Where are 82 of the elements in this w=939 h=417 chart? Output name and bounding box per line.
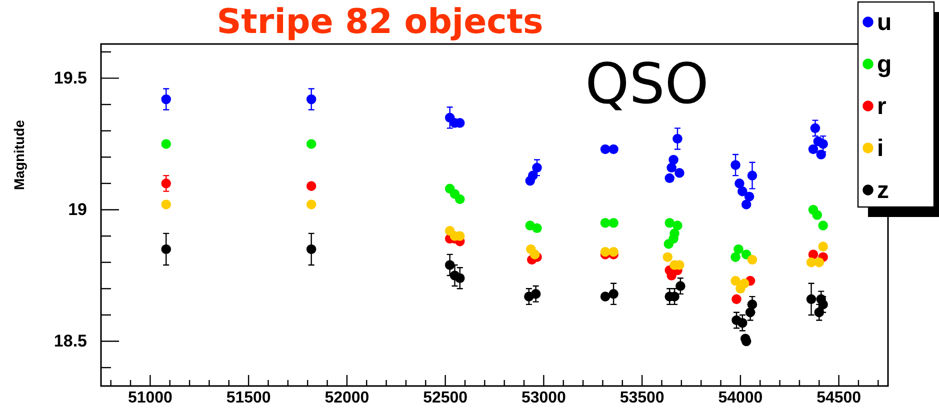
point [674, 168, 684, 178]
x-tick-label: 54000 [718, 389, 763, 406]
point [306, 94, 316, 104]
point [808, 144, 818, 154]
x-tick-label: 51000 [128, 389, 173, 406]
point [306, 200, 316, 210]
point [747, 170, 758, 180]
x-tick-label: 54500 [816, 389, 862, 406]
point [532, 223, 542, 234]
point [666, 162, 676, 173]
point [161, 139, 172, 149]
x-tick-label: 53500 [620, 389, 664, 406]
point [161, 200, 172, 210]
point [810, 123, 820, 134]
point [454, 194, 465, 204]
point [161, 178, 172, 188]
legend-label: z [877, 177, 889, 204]
point [306, 244, 316, 254]
point [532, 162, 542, 173]
point [306, 181, 316, 191]
point [672, 220, 682, 230]
x-tick-label: 52500 [423, 389, 468, 406]
point [306, 139, 316, 149]
point [161, 94, 172, 104]
point [730, 252, 740, 262]
point [814, 257, 824, 268]
point [738, 318, 748, 328]
legend-label: i [877, 135, 884, 162]
point [730, 160, 740, 170]
point [816, 150, 826, 160]
point [528, 170, 538, 180]
chart-title: Stripe 82 objects [216, 2, 544, 42]
point [806, 294, 816, 304]
point [664, 218, 674, 228]
point [608, 289, 618, 299]
point [530, 250, 540, 260]
point [668, 154, 678, 165]
point [444, 260, 455, 270]
point [745, 307, 756, 318]
point [608, 246, 618, 257]
point [734, 244, 744, 254]
legend-label: r [877, 93, 886, 120]
point [734, 178, 744, 188]
point [739, 278, 750, 288]
x-tick-label: 53000 [521, 389, 566, 406]
point [600, 218, 610, 228]
point [818, 220, 828, 230]
point [808, 250, 818, 260]
legend-label: g [877, 51, 892, 78]
point [676, 281, 686, 291]
y-tick-label: 19.5 [54, 68, 87, 88]
point [747, 254, 758, 265]
point [732, 294, 742, 304]
point [608, 218, 618, 228]
y-tick-label: 18.5 [54, 332, 87, 351]
x-tick-label: 52000 [324, 389, 370, 406]
point [730, 276, 740, 286]
point [818, 300, 828, 310]
point [454, 273, 465, 284]
point [744, 192, 754, 202]
point [818, 242, 828, 252]
point [600, 144, 610, 154]
point [741, 200, 752, 210]
point [738, 186, 748, 196]
legend-label: u [877, 9, 892, 36]
point [664, 173, 674, 184]
x-tick-label: 51500 [226, 389, 271, 406]
point [812, 210, 822, 220]
point [670, 228, 680, 238]
point [662, 252, 673, 262]
y-axis-title: Magnitude [11, 120, 27, 190]
point [161, 244, 172, 254]
point [672, 134, 682, 144]
y-tick-label: 19 [68, 200, 87, 220]
point [747, 300, 758, 310]
point [530, 289, 541, 299]
point [608, 144, 618, 154]
point [814, 307, 824, 318]
point [818, 139, 828, 149]
annotation: QSO [585, 52, 709, 117]
point [600, 292, 610, 302]
point [600, 246, 610, 257]
